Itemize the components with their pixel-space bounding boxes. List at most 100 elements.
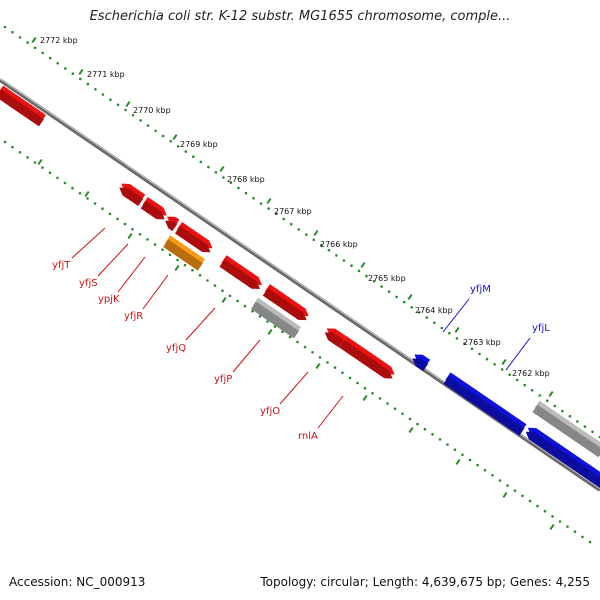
minor-tick <box>228 294 232 298</box>
gene-leader-line <box>117 256 146 293</box>
minor-tick <box>425 316 429 319</box>
minor-tick <box>79 77 82 81</box>
minor-tick <box>288 335 292 339</box>
minor-tick <box>282 217 286 221</box>
gene-label-yfjS: yfjS <box>79 278 98 289</box>
major-tick <box>315 362 321 370</box>
gene-feature <box>443 372 527 436</box>
gene-feature <box>219 255 262 289</box>
minor-tick <box>395 295 398 299</box>
gene-label-yfjM: yfjM <box>470 284 491 295</box>
minor-tick <box>476 463 479 467</box>
gene-leader-line <box>142 274 169 310</box>
scale-label: 2766 kbp <box>320 240 358 249</box>
minor-tick <box>131 227 134 231</box>
feature-top <box>221 255 262 285</box>
major-tick <box>313 229 319 237</box>
minor-tick <box>213 284 217 287</box>
gene-feature <box>0 85 47 127</box>
minor-tick <box>417 311 421 314</box>
minor-tick <box>461 453 464 457</box>
minor-tick <box>124 108 127 112</box>
minor-tick <box>183 263 187 267</box>
minor-tick <box>184 150 188 153</box>
minor-tick <box>312 238 316 242</box>
minor-tick <box>258 315 262 318</box>
minor-tick <box>56 176 59 180</box>
minor-tick <box>356 381 359 385</box>
minor-tick <box>154 129 157 133</box>
minor-tick <box>198 274 202 277</box>
minor-tick <box>438 438 442 441</box>
major-tick <box>454 326 460 334</box>
major-tick <box>267 328 273 336</box>
minor-tick <box>33 46 37 50</box>
minor-tick <box>94 88 97 91</box>
minor-tick <box>281 330 284 334</box>
feature-top <box>142 196 167 216</box>
major-tick <box>501 358 507 366</box>
gene-feature <box>338 335 395 379</box>
gene-feature <box>174 222 213 253</box>
minor-tick <box>561 409 564 413</box>
minor-tick <box>243 304 247 308</box>
minor-tick <box>123 222 127 226</box>
minor-tick <box>387 290 391 294</box>
feature-face <box>338 339 393 379</box>
major-tick <box>125 100 131 108</box>
minor-tick <box>222 176 225 179</box>
other-feature <box>250 297 302 339</box>
feature-top <box>264 284 309 317</box>
minor-tick <box>410 306 414 309</box>
gene-feature <box>412 354 431 372</box>
map-title: Escherichia coli str. K-12 substr. MG165… <box>89 9 511 24</box>
minor-tick <box>146 238 149 241</box>
minor-tick <box>221 289 224 293</box>
major-tick <box>84 190 90 198</box>
minor-tick <box>372 280 376 283</box>
minor-tick <box>56 62 59 65</box>
minor-tick <box>513 489 517 493</box>
minor-tick <box>523 383 526 387</box>
minor-tick <box>371 392 374 395</box>
gene-feature <box>525 427 600 488</box>
scale-label: 2771 kbp <box>87 70 125 79</box>
minor-tick <box>244 191 248 195</box>
minor-tick <box>483 468 487 472</box>
minor-tick <box>176 145 180 148</box>
minor-tick <box>41 166 44 169</box>
minor-tick <box>11 145 14 149</box>
major-tick <box>548 390 554 398</box>
minor-tick <box>393 407 397 411</box>
scale-label: 2768 kbp <box>227 175 265 184</box>
minor-tick <box>380 285 383 288</box>
minor-tick <box>386 402 389 405</box>
minor-tick <box>333 366 337 369</box>
minor-tick <box>521 494 524 498</box>
minor-tick <box>508 373 511 377</box>
feature-face <box>525 431 600 488</box>
feature-face <box>262 288 307 321</box>
minor-tick <box>109 98 112 101</box>
minor-tick <box>33 161 37 164</box>
gene-label-ypjK: ypjK <box>98 294 120 305</box>
gene-label-yfjT: yfjT <box>52 260 71 271</box>
outer-tick-track <box>3 25 600 439</box>
scale-label: 2763 kbp <box>463 338 501 347</box>
gene-label-yfjL: yfjL <box>532 323 550 334</box>
feature-face <box>412 358 429 372</box>
minor-tick <box>326 361 329 364</box>
gene-feature <box>140 196 167 220</box>
major-tick <box>407 293 413 301</box>
minor-tick <box>500 368 504 371</box>
minor-tick <box>446 443 449 446</box>
minor-tick <box>515 378 519 382</box>
gene-leader-line <box>71 227 106 259</box>
gene-feature <box>119 183 146 207</box>
minor-tick <box>199 160 203 164</box>
minor-tick <box>116 217 119 221</box>
minor-tick <box>591 430 594 434</box>
minor-tick <box>3 25 7 29</box>
minor-tick <box>206 279 209 282</box>
